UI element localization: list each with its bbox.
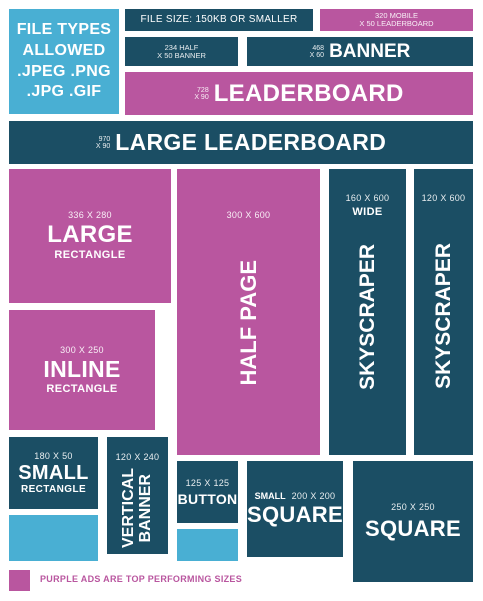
banner-name: BANNER: [329, 41, 411, 62]
vertical-banner-name-2: BANNER: [137, 473, 154, 543]
large-leaderboard-name: LARGE LEADERBOARD: [115, 129, 387, 155]
wide-skyscraper-name: SKYSCRAPER: [356, 244, 379, 390]
leaderboard-ad: 728 X 90 LEADERBOARD: [125, 72, 473, 115]
square-name: SQUARE: [365, 516, 461, 541]
skyscraper-dims: 120 X 600: [421, 193, 466, 203]
banner-dims-2: X 60: [309, 51, 325, 59]
legend-text: PURPLE ADS ARE TOP PERFORMING SIZES: [40, 574, 243, 584]
small-rectangle-ad: 180 X 50 SMALL RECTANGLE: [9, 437, 98, 509]
file-types-line-4: .JPG .GIF: [26, 83, 102, 101]
large-rectangle-ad: 336 X 280 LARGE RECTANGLE: [9, 169, 171, 303]
large-rectangle-dims: 336 X 280: [68, 210, 112, 220]
half-banner-dims: 234 HALF: [164, 42, 199, 52]
square-dims: 250 X 250: [391, 502, 435, 512]
leaderboard-name: LEADERBOARD: [213, 79, 404, 107]
square-ad: 250 X 250 SQUARE: [353, 461, 473, 582]
half-page-dims: 300 X 600: [226, 210, 271, 220]
small-square-ad: SMALL 200 X 200 SQUARE: [247, 461, 343, 557]
large-leaderboard-dims-2: X 90: [95, 142, 111, 150]
small-rectangle-dims: 180 X 50: [34, 450, 73, 461]
file-types-box: FILE TYPES ALLOWED .JPEG .PNG .JPG .GIF: [9, 9, 119, 114]
small-rectangle-sub: RECTANGLE: [20, 483, 87, 495]
wide-skyscraper-sub: WIDE: [352, 206, 383, 218]
inline-rectangle-dims: 300 X 250: [60, 344, 104, 355]
leaderboard-dims-1: 728: [197, 86, 209, 94]
vertical-banner-ad: 120 X 240 VERTICAL BANNER: [107, 437, 168, 554]
banner-dims-1: 468: [312, 44, 325, 52]
skyscraper-name: SKYSCRAPER: [432, 243, 455, 389]
large-rectangle-name: LARGE: [47, 221, 133, 248]
large-leaderboard-ad: 970 X 90 LARGE LEADERBOARD: [9, 121, 473, 164]
mobile-leaderboard-dims: 320 MOBILE: [375, 11, 418, 21]
button-filler: [177, 529, 238, 561]
file-types-line-3: .JPEG .PNG: [17, 62, 111, 80]
inline-rectangle-sub: RECTANGLE: [46, 382, 118, 395]
leaderboard-dims-2: X 90: [194, 93, 209, 101]
small-rectangle-name: SMALL: [18, 461, 89, 484]
file-size-text: FILE SIZE: 150KB OR SMALLER: [140, 14, 298, 25]
half-page-ad: 300 X 600 HALF PAGE: [177, 169, 320, 455]
half-banner-ad: 234 HALF X 50 BANNER: [125, 37, 238, 66]
half-page-name: HALF PAGE: [235, 260, 261, 386]
button-ad-dims: 125 X 125: [185, 477, 230, 488]
wide-skyscraper-dims: 160 X 600: [345, 193, 390, 203]
small-rectangle-filler: [9, 515, 98, 561]
mobile-leaderboard-name: X 50 LEADERBOARD: [359, 19, 434, 28]
inline-rectangle-ad: 300 X 250 INLINE RECTANGLE: [9, 310, 155, 430]
legend-swatch: [9, 570, 30, 591]
button-ad: 125 X 125 BUTTON: [177, 461, 238, 523]
mobile-leaderboard-ad: 320 MOBILE X 50 LEADERBOARD: [320, 9, 473, 31]
file-types-line-2: ALLOWED: [22, 41, 106, 59]
small-square-name: SQUARE: [247, 502, 343, 527]
file-types-line-1: FILE TYPES: [16, 20, 112, 38]
small-square-prefix: SMALL: [254, 491, 286, 501]
large-rectangle-sub: RECTANGLE: [54, 249, 126, 261]
button-ad-name: BUTTON: [177, 490, 238, 507]
vertical-banner-dims: 120 X 240: [115, 452, 160, 462]
inline-rectangle-name: INLINE: [43, 355, 121, 382]
wide-skyscraper-ad: 160 X 600 WIDE SKYSCRAPER: [329, 169, 406, 455]
large-leaderboard-dims-1: 970: [98, 135, 111, 143]
banner-ad: 468 X 60 BANNER: [247, 37, 473, 66]
skyscraper-ad: 120 X 600 SKYSCRAPER: [414, 169, 473, 455]
file-size-box: FILE SIZE: 150KB OR SMALLER: [125, 9, 313, 31]
vertical-banner-name-1: VERTICAL: [120, 468, 137, 548]
half-banner-name: X 50 BANNER: [157, 50, 206, 60]
small-square-dims: 200 X 200: [291, 491, 336, 501]
